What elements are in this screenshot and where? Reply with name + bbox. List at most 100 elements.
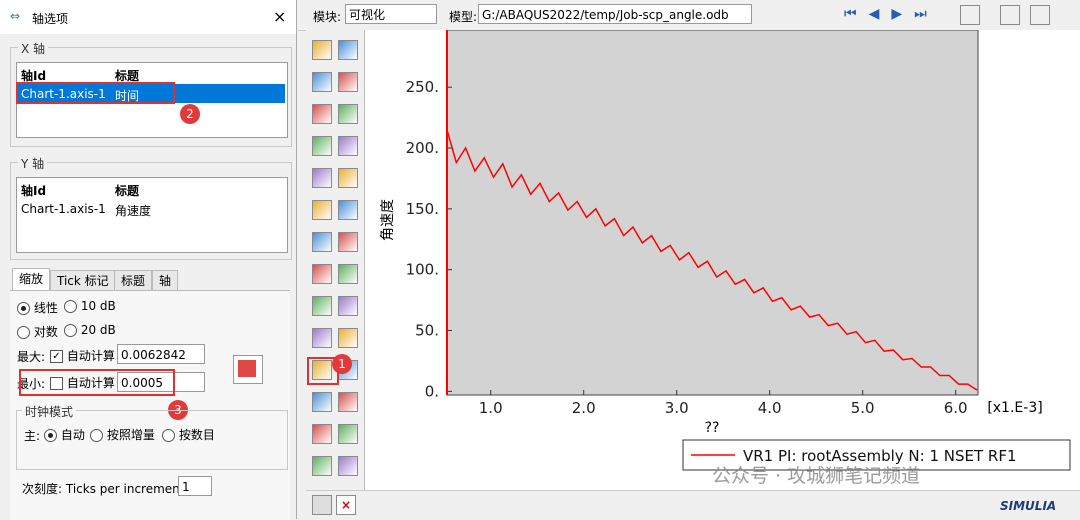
tab[interactable]: 轴 — [152, 270, 179, 291]
tool-icon[interactable] — [338, 424, 358, 444]
x-axis-label: ?? — [705, 420, 720, 436]
tab[interactable]: 标题 — [114, 270, 153, 291]
tool-icon[interactable] — [338, 168, 358, 188]
model-label: 模型: — [449, 10, 478, 24]
highlight-box — [19, 369, 175, 396]
clock-mode-legend: 时钟模式 — [22, 403, 77, 420]
plot-area — [446, 30, 979, 396]
tool-icon[interactable] — [312, 296, 332, 316]
tool-icon[interactable] — [312, 200, 332, 220]
tool-icon[interactable] — [338, 136, 358, 156]
toolbar-icon[interactable] — [1000, 5, 1020, 25]
axis-id[interactable]: Chart-1.axis-1 — [21, 202, 106, 216]
tool-icon[interactable] — [312, 456, 332, 476]
data-line — [446, 129, 978, 391]
x-axis-table: 轴Id 标题 Chart-1.axis-1 时间 — [16, 62, 288, 138]
radio-count[interactable]: 按数目 — [162, 426, 215, 443]
tool-strip — [306, 30, 365, 519]
tab[interactable]: 缩放 — [12, 268, 51, 291]
close-button[interactable]: × — [273, 7, 287, 26]
tool-icon[interactable] — [312, 136, 332, 156]
dialog-icon: ⇔ — [10, 9, 21, 23]
min-label: 最小: — [17, 377, 46, 391]
x-tick-label: 5.0 — [851, 399, 875, 417]
toolbar-icon[interactable] — [1030, 5, 1050, 25]
radio-20db[interactable]: 20 dB — [64, 323, 116, 337]
tool-icon[interactable] — [338, 392, 358, 412]
fit-button[interactable] — [233, 355, 263, 384]
tool-icon[interactable] — [312, 40, 332, 60]
max-auto-checkbox[interactable]: ✓ 自动计算 — [50, 347, 115, 364]
tool-icon[interactable] — [338, 72, 358, 92]
tool-icon[interactable] — [312, 424, 332, 444]
tool-icon[interactable] — [338, 296, 358, 316]
min-input[interactable]: 0.0005 — [117, 372, 205, 392]
tool-icon[interactable] — [312, 232, 332, 252]
y-axis-label: 角速度 — [380, 199, 396, 241]
tool-icon[interactable] — [312, 168, 332, 188]
tool-icon[interactable] — [338, 40, 358, 60]
radio-auto[interactable]: 自动 — [44, 426, 85, 443]
x-tick-label: 2.0 — [572, 399, 596, 417]
radio-label: 10 dB — [80, 299, 116, 313]
checkbox-label: 自动计算 — [66, 349, 115, 363]
axis-title[interactable]: 角速度 — [115, 204, 152, 218]
tool-icon[interactable] — [338, 328, 358, 348]
watermark: 公众号 · 攻城狮笔记频道 — [712, 465, 920, 487]
chart: 角速度 ?? [x1.E-3] 0. 50. 100. 150. 200. 250. 1.0… — [365, 30, 1080, 490]
minor-spinner[interactable]: 1 — [178, 476, 212, 496]
x-tick-label: 1.0 — [479, 399, 503, 417]
table-header: 标题 — [115, 69, 140, 83]
radio-label: 线性 — [33, 301, 58, 315]
radio-log[interactable]: 对数 — [17, 323, 58, 340]
radio-label: 自动 — [60, 428, 85, 442]
axis-title: 时间 — [115, 89, 140, 103]
x-axis-group — [10, 47, 292, 147]
x-tick-label: 4.0 — [758, 399, 782, 417]
tool-icon[interactable] — [338, 232, 358, 252]
badge: 2 — [180, 104, 200, 124]
logo: SIMULIA — [1000, 499, 1057, 513]
y-axis-table: 轴Id 标题 Chart-1.axis-1 角速度 — [16, 177, 288, 253]
checkbox-label: 自动计算 — [66, 376, 115, 390]
bottom-bar: × SIMULIA — [306, 490, 1080, 520]
tool-icon[interactable] — [338, 264, 358, 284]
y-tick-label: 100. — [406, 261, 439, 279]
minor-label: 次刻度: Ticks per increment: — [22, 482, 189, 496]
axis-id: Chart-1.axis-1 — [21, 87, 106, 101]
main-label: 主: — [24, 429, 41, 443]
y-tick-label: 150. — [406, 200, 439, 218]
module-select[interactable]: 可视化 — [345, 4, 437, 24]
tool-icon[interactable] — [312, 392, 332, 412]
x-axis-legend: X 轴 — [18, 40, 49, 57]
tool-icon[interactable] — [312, 104, 332, 124]
toolbar-icon[interactable] — [960, 5, 980, 25]
radio-10db[interactable]: 10 dB — [64, 299, 116, 313]
radio-label: 按数目 — [178, 428, 215, 442]
toolbar: 模块: 可视化 模型: G:/ABAQUS2022/temp/Job-scp_a… — [298, 0, 1080, 31]
tool-icon[interactable] — [312, 72, 332, 92]
table-header: 轴Id — [21, 69, 47, 83]
radio-linear[interactable]: 线性 — [17, 299, 58, 316]
module-label: 模块: — [313, 10, 342, 24]
radio-increment[interactable]: 按照增量 — [90, 426, 155, 443]
back-button[interactable] — [312, 495, 332, 515]
navigation-buttons[interactable]: ⏮◀▶⏭ — [844, 6, 939, 22]
tool-icon[interactable] — [312, 328, 332, 348]
tool-icon[interactable] — [312, 360, 332, 380]
tool-icon[interactable] — [312, 264, 332, 284]
y-tick-label: 0. — [425, 382, 439, 400]
tool-icon[interactable] — [338, 200, 358, 220]
x-tick-label: 3.0 — [665, 399, 689, 417]
tool-icon[interactable] — [338, 456, 358, 476]
max-input[interactable]: 0.0062842 — [117, 344, 205, 364]
selected-row[interactable]: Chart-1.axis-1 时间 — [18, 84, 285, 103]
tab[interactable]: Tick 标记 — [50, 270, 116, 291]
tool-icon[interactable] — [338, 104, 358, 124]
model-select[interactable]: G:/ABAQUS2022/temp/Job-scp_angle.odb — [478, 4, 752, 24]
y-tick-label: 250. — [406, 78, 439, 96]
min-auto-checkbox[interactable]: 自动计算 — [50, 374, 115, 391]
cancel-button[interactable]: × — [336, 495, 356, 515]
legend-label: VR1 PI: rootAssembly N: 1 NSET RF1 — [743, 447, 1017, 465]
